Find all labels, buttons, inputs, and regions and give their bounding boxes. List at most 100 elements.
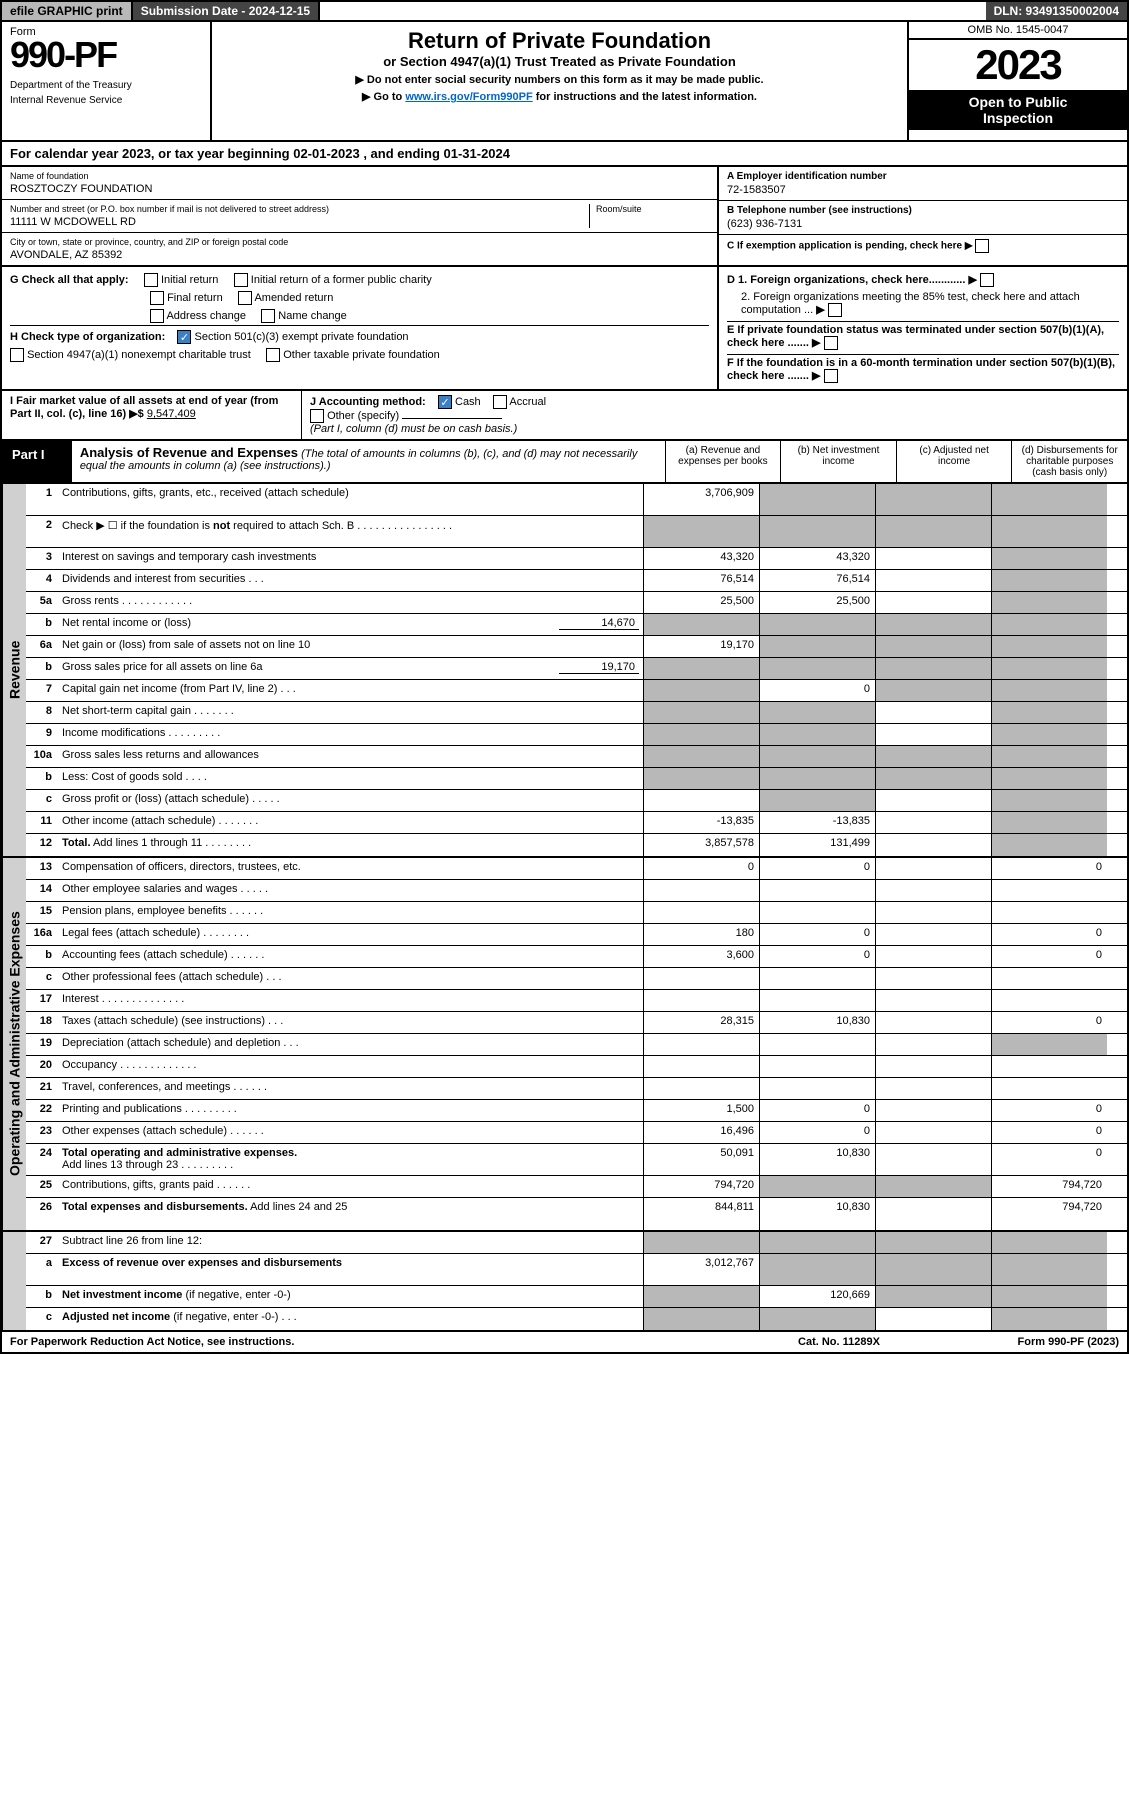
- col-c-val: [875, 548, 991, 569]
- row-desc: Travel, conferences, and meetings . . . …: [58, 1078, 643, 1099]
- row-desc: Contributions, gifts, grants paid . . . …: [58, 1176, 643, 1197]
- checkbox-c[interactable]: [975, 239, 989, 253]
- j-cell: J Accounting method: ✓ Cash Accrual Othe…: [302, 395, 1119, 435]
- header-left: Form 990-PF Department of the Treasury I…: [2, 22, 212, 140]
- row-r27: 27 Subtract line 26 from line 12:: [26, 1232, 1127, 1254]
- col-c-val: [875, 812, 991, 833]
- row-num: b: [26, 614, 58, 635]
- col-a-val: 50,091: [643, 1144, 759, 1175]
- col-d-val: [991, 614, 1107, 635]
- col-b-val: [759, 768, 875, 789]
- tax-year: 2023: [909, 40, 1127, 90]
- row-r18: 18 Taxes (attach schedule) (see instruct…: [26, 1012, 1127, 1034]
- col-a-val: [643, 790, 759, 811]
- row-num: c: [26, 1308, 58, 1330]
- j-cash: Cash: [455, 396, 481, 408]
- col-b-val: 10,830: [759, 1012, 875, 1033]
- row-r23: 23 Other expenses (attach schedule) . . …: [26, 1122, 1127, 1144]
- phone-value: (623) 936-7131: [727, 218, 1119, 230]
- row-num: 11: [26, 812, 58, 833]
- checkbox-accrual[interactable]: [493, 395, 507, 409]
- form-subtitle: or Section 4947(a)(1) Trust Treated as P…: [220, 54, 899, 69]
- col-b-val: [759, 990, 875, 1011]
- col-b-val: [759, 702, 875, 723]
- col-d-val: 794,720: [991, 1198, 1107, 1230]
- checkbox-d1[interactable]: [980, 273, 994, 287]
- checkbox-other-method[interactable]: [310, 409, 324, 423]
- checkbox-501c3[interactable]: ✓: [177, 330, 191, 344]
- col-b-val: 0: [759, 924, 875, 945]
- row-num: b: [26, 1286, 58, 1307]
- checkbox-final[interactable]: [150, 291, 164, 305]
- checkbox-e[interactable]: [824, 336, 838, 350]
- part1-desc: Analysis of Revenue and Expenses (The to…: [72, 441, 665, 482]
- row-num: 20: [26, 1056, 58, 1077]
- checkbox-amended[interactable]: [238, 291, 252, 305]
- col-a-val: [643, 880, 759, 901]
- row-desc: Taxes (attach schedule) (see instruction…: [58, 1012, 643, 1033]
- col-a-val: 16,496: [643, 1122, 759, 1143]
- row-num: 17: [26, 990, 58, 1011]
- row-r6b: b Gross sales price for all assets on li…: [26, 658, 1127, 680]
- col-a-val: 844,811: [643, 1198, 759, 1230]
- col-a-val: 180: [643, 924, 759, 945]
- col-c-val: [875, 880, 991, 901]
- col-b-val: [759, 658, 875, 679]
- inline-val: 19,170: [559, 661, 639, 674]
- d2-label: 2. Foreign organizations meeting the 85%…: [741, 291, 1080, 316]
- col-a-val: 3,600: [643, 946, 759, 967]
- checkbox-d2[interactable]: [828, 303, 842, 317]
- col-d-val: [991, 1056, 1107, 1077]
- checkbox-4947[interactable]: [10, 348, 24, 362]
- d1-row: D 1. Foreign organizations, check here..…: [727, 271, 1119, 289]
- d1-label: D 1. Foreign organizations, check here..…: [727, 274, 965, 286]
- city-label: City or town, state or province, country…: [10, 237, 709, 247]
- ein-label: A Employer identification number: [727, 171, 1119, 182]
- col-b-val: [759, 1176, 875, 1197]
- row-desc: Net short-term capital gain . . . . . . …: [58, 702, 643, 723]
- col-a-val: [643, 1286, 759, 1307]
- col-d-val: [991, 990, 1107, 1011]
- checkbox-addr-change[interactable]: [150, 309, 164, 323]
- checkbox-other-taxable[interactable]: [266, 348, 280, 362]
- col-c-val: [875, 1012, 991, 1033]
- checkbox-f[interactable]: [824, 369, 838, 383]
- row-desc: Income modifications . . . . . . . . .: [58, 724, 643, 745]
- row-num: b: [26, 768, 58, 789]
- j-note: (Part I, column (d) must be on cash basi…: [310, 423, 517, 435]
- ein-cell: A Employer identification number 72-1583…: [719, 167, 1127, 201]
- efile-label[interactable]: efile GRAPHIC print: [2, 2, 133, 20]
- irs-link[interactable]: www.irs.gov/Form990PF: [405, 91, 532, 103]
- i-cell: I Fair market value of all assets at end…: [2, 391, 302, 439]
- row-r1: 1 Contributions, gifts, grants, etc., re…: [26, 484, 1127, 516]
- row-num: 3: [26, 548, 58, 569]
- row-r6a: 6a Net gain or (loss) from sale of asset…: [26, 636, 1127, 658]
- col-a-val: 43,320: [643, 548, 759, 569]
- note-ssn: ▶ Do not enter social security numbers o…: [220, 73, 899, 86]
- checkbox-cash[interactable]: ✓: [438, 395, 452, 409]
- col-c-val: [875, 1034, 991, 1055]
- g-row: G Check all that apply: Initial return I…: [10, 271, 709, 289]
- col-a-val: [643, 902, 759, 923]
- row-r5b: b Net rental income or (loss) 14,670: [26, 614, 1127, 636]
- checkbox-initial[interactable]: [144, 273, 158, 287]
- col-d-val: [991, 1034, 1107, 1055]
- row-r14: 14 Other employee salaries and wages . .…: [26, 880, 1127, 902]
- checkbox-name-change[interactable]: [261, 309, 275, 323]
- row-r4: 4 Dividends and interest from securities…: [26, 570, 1127, 592]
- row-num: 18: [26, 1012, 58, 1033]
- col-b-val: 43,320: [759, 548, 875, 569]
- col-b-val: [759, 1308, 875, 1330]
- col-a-val: 28,315: [643, 1012, 759, 1033]
- h-row2: Section 4947(a)(1) nonexempt charitable …: [10, 346, 709, 364]
- row-desc: Dividends and interest from securities .…: [58, 570, 643, 591]
- col-a-val: 0: [643, 858, 759, 879]
- row-desc: Total. Add lines 1 through 11 . . . . . …: [58, 834, 643, 856]
- checkbox-initial-former[interactable]: [234, 273, 248, 287]
- open-inspection: Open to Public Inspection: [909, 90, 1127, 130]
- col-d-val: 0: [991, 946, 1107, 967]
- row-num: 10a: [26, 746, 58, 767]
- col-b-val: [759, 614, 875, 635]
- expenses-table: Operating and Administrative Expenses 13…: [0, 858, 1129, 1232]
- col-a-val: 25,500: [643, 592, 759, 613]
